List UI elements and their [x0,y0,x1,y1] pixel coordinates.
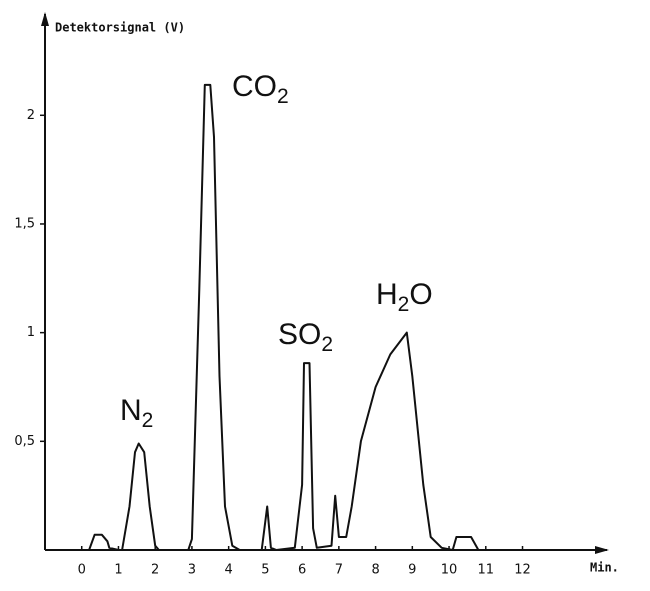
x-tick-label: 10 [441,563,458,578]
x-tick-label: 1 [114,563,122,578]
y-tick-label: 1,5 [14,216,35,231]
y-axis-arrow [41,12,49,26]
x-tick-label: 11 [478,563,495,578]
x-axis-arrow [595,546,609,554]
peak-label: SO2 [278,318,333,356]
peak-label-text: H [376,278,398,311]
y-tick-label: 0,5 [14,434,35,449]
x-tick-label: 3 [188,563,196,578]
x-tick-label: 6 [298,563,306,578]
y-tick-label: 1 [27,325,35,340]
peak-label-subscript: 2 [398,293,410,316]
peak-label-subscript: 2 [142,409,154,432]
peak-label: N2 [120,394,153,432]
x-tick-label: 7 [335,563,343,578]
x-tick-label: 8 [371,563,379,578]
x-tick-label: 2 [151,563,159,578]
y-axis-label: Detektorsignal (V) [55,21,185,35]
peak-label: CO2 [232,70,289,108]
x-tick-label: 5 [261,563,269,578]
x-axis-label: Min. [590,561,619,575]
peak-label-subscript: 2 [321,333,333,356]
peak-label-text: SO [278,318,321,351]
x-tick-label: 4 [225,563,233,578]
peak-label-subscript: 2 [277,85,289,108]
peak-label-text: N [120,394,142,427]
x-tick-label: 12 [514,563,531,578]
peak-label: H2O [376,278,433,316]
peak-label-text: CO [232,70,277,103]
y-tick-label: 2 [27,108,35,123]
signal-line [45,83,486,551]
x-tick-label: 0 [78,563,86,578]
x-tick-label: 9 [408,563,416,578]
peak-label-text: O [409,278,432,311]
